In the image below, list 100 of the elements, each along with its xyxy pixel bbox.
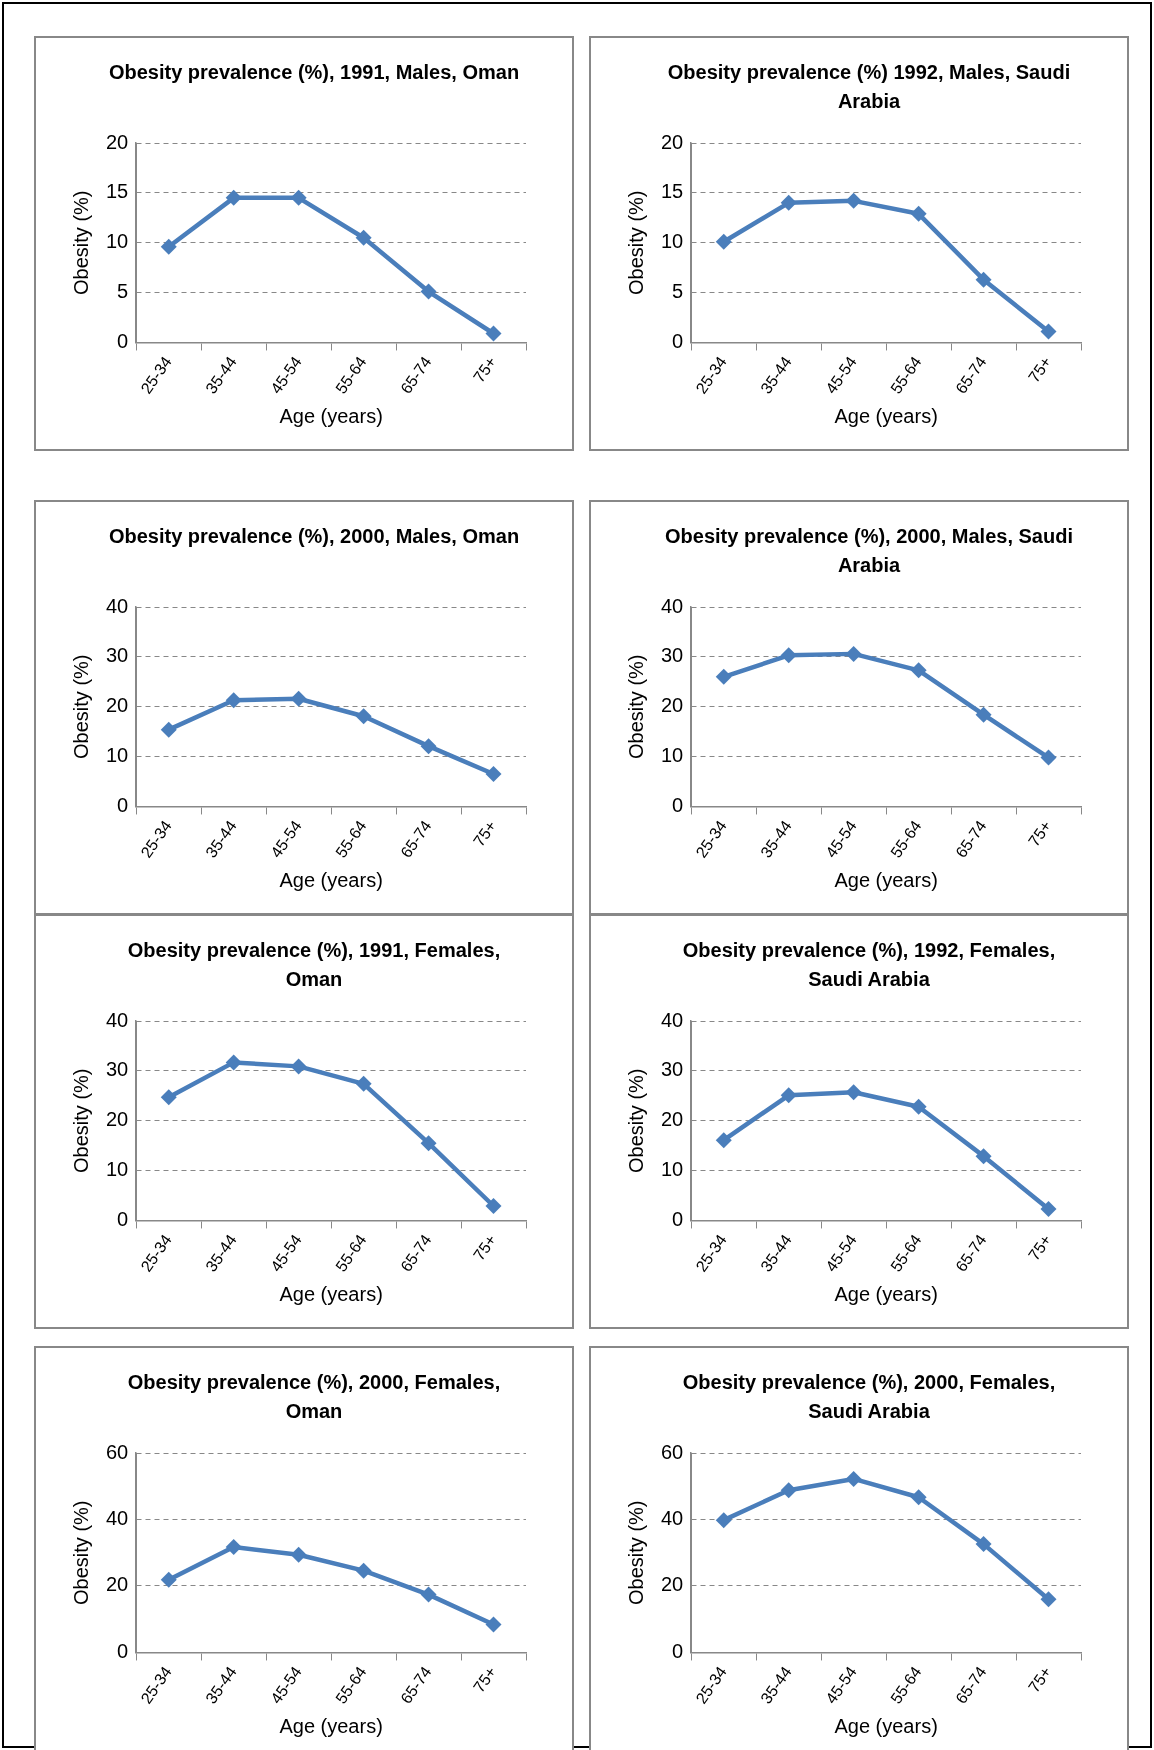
point: [910, 662, 927, 679]
point: [225, 189, 242, 206]
y-tick-label: 40: [106, 1507, 129, 1529]
y-tick-label: 10: [661, 230, 684, 253]
point: [845, 1084, 862, 1101]
y-tick-label: 15: [661, 180, 684, 203]
x-axis-title: Age (years): [834, 1282, 938, 1305]
x-tick-label: 75+: [470, 1231, 500, 1264]
y-tick-label: 0: [117, 793, 129, 816]
point: [290, 1546, 307, 1563]
point: [715, 1132, 732, 1149]
y-tick-label: 10: [106, 744, 129, 767]
point: [910, 1098, 927, 1115]
point: [485, 766, 502, 783]
chart-title: Obesity prevalence (%), 2000, Females, Oman: [126, 1370, 502, 1424]
y-tick-label: 0: [117, 1207, 129, 1230]
point: [355, 708, 372, 725]
point: [780, 1482, 797, 1499]
y-tick-label: 30: [661, 644, 684, 667]
point: [1040, 1201, 1057, 1217]
y-tick-label: 60: [106, 1440, 129, 1463]
y-tick-label: 10: [661, 744, 684, 767]
point: [715, 668, 732, 685]
y-axis-title: Obesity (%): [624, 654, 647, 759]
y-tick-label: 0: [117, 329, 129, 352]
y-axis-title: Obesity (%): [624, 190, 647, 295]
x-axis-title: Age (years): [834, 404, 938, 427]
y-axis-title: Obesity (%): [69, 1068, 92, 1173]
y-tick-label: 40: [661, 1008, 684, 1031]
point: [485, 1198, 502, 1215]
y-axis-title: Obesity (%): [69, 1500, 92, 1605]
x-tick-label: 75+: [470, 1663, 500, 1696]
x-axis-title: Age (years): [279, 1282, 383, 1305]
x-axis-title: Age (years): [834, 868, 938, 891]
y-tick-label: 20: [106, 694, 129, 717]
chart-title: Obesity prevalence (%) 1992, Males, Saudi Arabia: [666, 60, 1072, 114]
y-tick-label: 10: [106, 230, 129, 253]
chart-title: Obesity prevalence (%), 2000, Males, Oman: [107, 524, 521, 549]
x-tick-label: 75+: [470, 353, 500, 386]
y-tick-label: 20: [106, 1573, 129, 1596]
y-axis-title: Obesity (%): [69, 190, 92, 295]
point: [355, 229, 372, 246]
y-tick-label: 10: [106, 1158, 129, 1181]
point: [290, 189, 307, 206]
y-tick-label: 30: [661, 1058, 684, 1081]
y-tick-label: 40: [106, 1008, 129, 1031]
y-tick-label: 0: [672, 793, 684, 816]
y-tick-label: 20: [106, 130, 129, 153]
point: [420, 738, 437, 755]
chart-title: Obesity prevalence (%), 1992, Females, Saudi Arabia: [681, 938, 1057, 992]
point: [225, 692, 242, 709]
point: [485, 325, 502, 342]
point: [1040, 1591, 1057, 1608]
chart-title: Obesity prevalence (%), 2000, Males, Saudi Arabia: [664, 524, 1074, 578]
y-tick-label: 20: [661, 130, 684, 153]
y-tick-label: 30: [106, 1058, 129, 1081]
y-tick-label: 10: [661, 1158, 684, 1181]
point: [780, 194, 797, 211]
x-tick-label: 75+: [1025, 817, 1055, 850]
point: [975, 706, 992, 723]
x-tick-label: 75+: [470, 817, 500, 850]
x-tick-label: 75+: [1025, 353, 1055, 386]
point: [715, 1512, 732, 1529]
point: [160, 238, 177, 255]
x-axis-title: Age (years): [279, 868, 383, 891]
point: [780, 647, 797, 664]
y-tick-label: 40: [661, 594, 684, 617]
point: [845, 192, 862, 209]
point: [910, 1489, 927, 1506]
chart-title: Obesity prevalence (%), 1991, Males, Oman: [107, 60, 521, 85]
point: [845, 645, 862, 662]
y-axis-title: Obesity (%): [69, 654, 92, 759]
x-axis-title: Age (years): [279, 404, 383, 427]
y-tick-label: 40: [661, 1507, 684, 1529]
point: [420, 283, 437, 300]
y-axis-title: Obesity (%): [624, 1068, 647, 1173]
y-tick-label: 30: [106, 644, 129, 667]
y-axis-title: Obesity (%): [624, 1500, 647, 1605]
point: [290, 690, 307, 707]
y-tick-label: 20: [661, 1573, 684, 1596]
y-tick-label: 5: [672, 280, 684, 303]
point: [420, 1135, 437, 1152]
point: [845, 1470, 862, 1487]
point: [975, 1148, 992, 1165]
chart-title: Obesity prevalence (%), 2000, Females, Saudi Arabia: [681, 1370, 1057, 1424]
y-tick-label: 0: [672, 1639, 684, 1662]
point: [160, 1571, 177, 1588]
point: [225, 1539, 242, 1556]
y-tick-label: 0: [672, 1207, 684, 1230]
y-tick-label: 20: [106, 1108, 129, 1131]
point: [1040, 323, 1057, 340]
point: [355, 1075, 372, 1092]
point: [160, 721, 177, 738]
x-axis-title: Age (years): [279, 1714, 383, 1737]
point: [485, 1616, 502, 1633]
point: [355, 1562, 372, 1579]
point: [160, 1089, 177, 1106]
point: [975, 271, 992, 288]
x-axis-title: Age (years): [834, 1714, 938, 1737]
point: [975, 1536, 992, 1553]
